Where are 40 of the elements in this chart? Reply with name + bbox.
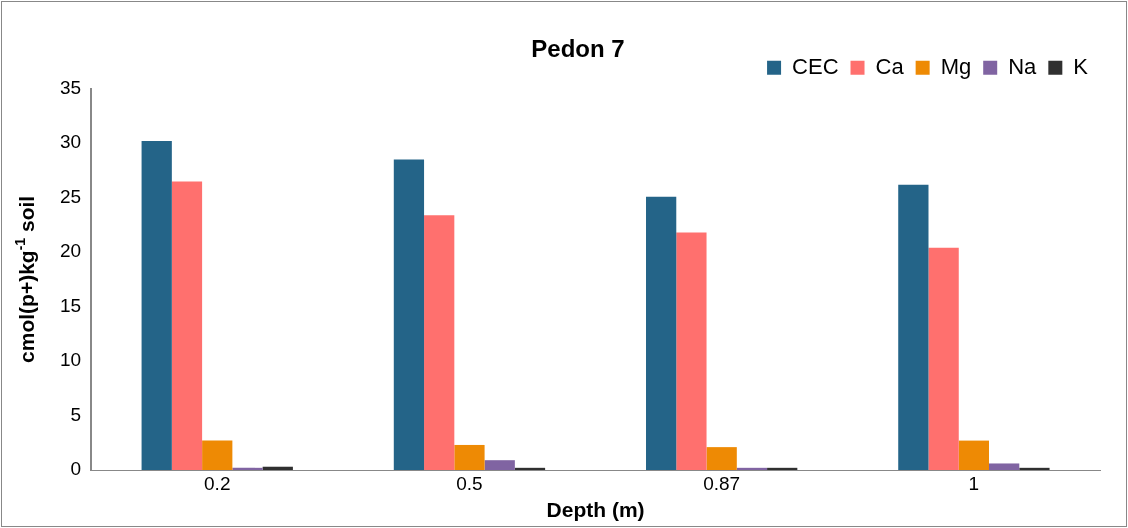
y-tick-label: 0 bbox=[70, 458, 82, 480]
y-axis-title: cmol(p+)kg-1 soil bbox=[12, 195, 38, 363]
bar bbox=[646, 196, 677, 470]
y-tick-label: 25 bbox=[59, 185, 82, 207]
bar bbox=[484, 460, 515, 470]
legend-label: K bbox=[1073, 53, 1089, 79]
legend-label: Ca bbox=[875, 53, 905, 79]
y-tick-label: 35 bbox=[59, 77, 82, 99]
x-tick-label: 0.2 bbox=[204, 472, 231, 494]
y-tick-label: 10 bbox=[59, 349, 82, 371]
bar bbox=[424, 215, 455, 470]
bar bbox=[262, 466, 293, 470]
legend-label: Mg bbox=[940, 53, 972, 79]
bar bbox=[928, 247, 959, 470]
y-tick-label: 5 bbox=[70, 403, 82, 425]
x-tick-label: 0.87 bbox=[703, 472, 741, 494]
legend-label: Na bbox=[1008, 53, 1038, 79]
bar bbox=[514, 467, 546, 470]
bar bbox=[1019, 467, 1050, 470]
x-tick-label: 0.5 bbox=[456, 472, 483, 494]
y-tick-label: 30 bbox=[59, 131, 82, 153]
bar bbox=[393, 159, 425, 470]
legend-label: CEC bbox=[792, 53, 839, 79]
y-tick-label: 20 bbox=[59, 240, 82, 262]
bar bbox=[706, 447, 737, 470]
x-axis-title: Depth (m) bbox=[546, 498, 645, 522]
bar bbox=[767, 467, 798, 470]
bar bbox=[202, 440, 233, 470]
bar bbox=[232, 467, 263, 470]
bar bbox=[171, 181, 203, 470]
bar bbox=[736, 467, 768, 470]
bar bbox=[898, 184, 929, 470]
bar bbox=[454, 444, 485, 470]
x-tick-label: 1 bbox=[968, 472, 980, 494]
bar bbox=[676, 232, 707, 470]
bar bbox=[989, 463, 1020, 470]
y-tick-label: 15 bbox=[59, 294, 82, 316]
bar bbox=[141, 141, 172, 470]
bar bbox=[958, 440, 990, 470]
chart-title: Pedon 7 bbox=[531, 35, 625, 63]
